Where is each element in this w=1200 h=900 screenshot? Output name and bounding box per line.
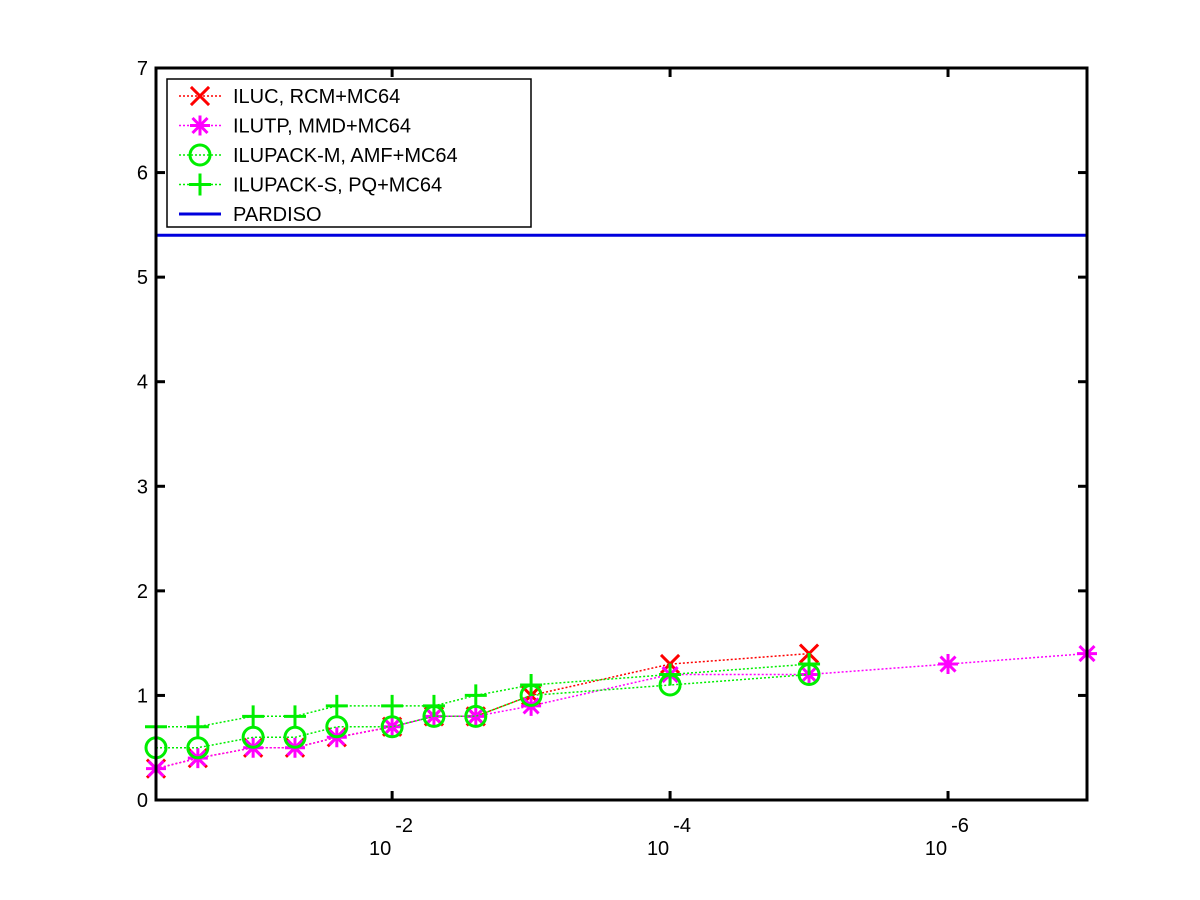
y-tick-label: 7 [137, 58, 148, 80]
data-point-3-5 [381, 694, 404, 717]
series-line-2 [156, 673, 810, 749]
legend-label: ILUPACK-M, AMF+MC64 [233, 145, 458, 167]
y-tick-label: 6 [137, 163, 148, 185]
legend: ILUC, RCM+MC64 ILUTP, MMD+MC64 ILUPACK-M, … [166, 78, 532, 228]
data-point-1-7 [465, 706, 486, 727]
data-point-3-9 [659, 663, 682, 686]
legend-marker-plus [189, 173, 211, 196]
data-point-3-3 [283, 705, 306, 728]
x-tick-label-exponent: -6 [951, 815, 969, 837]
legend-marker-asterisk [190, 115, 210, 136]
data-point-3-2 [242, 705, 265, 728]
y-tick-label: 3 [137, 476, 148, 498]
legend-label: ILUPACK-S, PQ+MC64 [233, 175, 442, 197]
legend-entry-3: ILUPACK-S, PQ+MC64 [179, 173, 442, 197]
legend-label: ILUC, RCM+MC64 [233, 86, 400, 108]
y-tick-label: 1 [137, 685, 148, 707]
axes-box [154, 66, 1089, 802]
y-tick-label: 0 [137, 790, 148, 812]
x-tick-label-base: 10 [925, 838, 947, 860]
y-tick-label: 5 [137, 267, 148, 289]
x-tick-label-exponent: -4 [673, 815, 691, 837]
y-tick-label: 4 [137, 372, 148, 394]
legend-entry-1: ILUTP, MMD+MC64 [179, 115, 411, 138]
legend-label: PARDISO [233, 204, 322, 226]
data-point-1-5 [382, 716, 403, 737]
legend-box [166, 78, 532, 228]
x-tick-label-base: 10 [369, 838, 391, 860]
data-point-3-8 [520, 673, 543, 696]
data-point-3-4 [325, 694, 348, 717]
data-point-3-1 [186, 715, 209, 738]
data-point-1-11 [938, 654, 959, 675]
data-point-3-6 [422, 694, 445, 717]
data-point-3-10 [798, 653, 821, 676]
legend-entry-0: ILUC, RCM+MC64 [179, 85, 400, 108]
y-tick-label: 2 [137, 581, 148, 603]
legend-entry-2: ILUPACK-M, AMF+MC64 [179, 143, 458, 167]
x-tick-label-base: 10 [647, 838, 669, 860]
legend-marker-x [189, 85, 211, 107]
legend-marker-circle [188, 143, 212, 167]
legend-label: ILUTP, MMD+MC64 [233, 116, 411, 138]
legend-entry-4: PARDISO [179, 204, 322, 226]
data-point-3-7 [464, 684, 487, 707]
x-tick-label-exponent: -2 [395, 815, 413, 837]
